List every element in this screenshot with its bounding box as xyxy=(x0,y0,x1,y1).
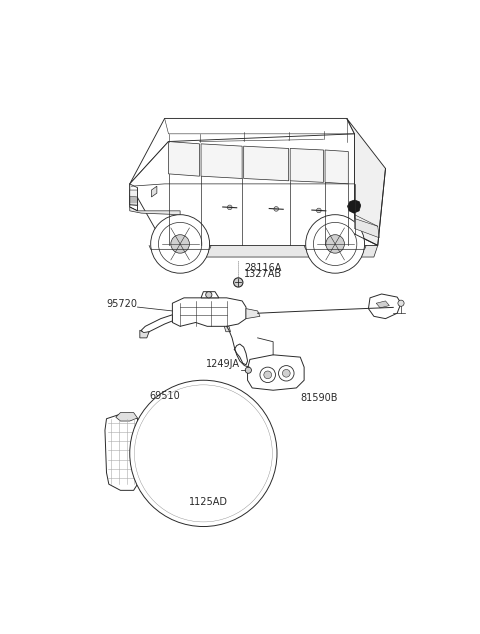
Polygon shape xyxy=(116,413,137,421)
Circle shape xyxy=(313,223,357,266)
Circle shape xyxy=(260,367,276,382)
Polygon shape xyxy=(224,327,230,332)
Circle shape xyxy=(316,208,321,213)
Polygon shape xyxy=(130,119,355,184)
Text: 1327AB: 1327AB xyxy=(244,269,283,280)
Circle shape xyxy=(306,215,365,273)
Polygon shape xyxy=(248,355,304,391)
Circle shape xyxy=(130,380,277,526)
Circle shape xyxy=(151,215,210,273)
Polygon shape xyxy=(369,294,401,319)
Text: 28116A: 28116A xyxy=(244,263,282,273)
Circle shape xyxy=(264,371,272,378)
Circle shape xyxy=(326,235,345,253)
Circle shape xyxy=(234,278,243,287)
Text: 1249JA: 1249JA xyxy=(206,359,240,369)
Polygon shape xyxy=(130,207,180,215)
Polygon shape xyxy=(168,141,200,176)
Polygon shape xyxy=(165,245,378,257)
Polygon shape xyxy=(355,219,379,238)
Circle shape xyxy=(228,205,232,210)
Circle shape xyxy=(274,207,278,211)
Polygon shape xyxy=(130,195,137,205)
Polygon shape xyxy=(142,314,172,334)
Circle shape xyxy=(184,488,192,496)
Circle shape xyxy=(245,367,252,373)
Polygon shape xyxy=(130,190,137,197)
Circle shape xyxy=(282,370,290,377)
Circle shape xyxy=(398,300,404,306)
Circle shape xyxy=(158,223,202,266)
Polygon shape xyxy=(130,184,137,211)
Polygon shape xyxy=(152,186,157,197)
Polygon shape xyxy=(246,309,260,319)
Polygon shape xyxy=(140,330,149,338)
Polygon shape xyxy=(244,146,288,181)
Polygon shape xyxy=(325,150,348,184)
Polygon shape xyxy=(348,200,360,213)
Circle shape xyxy=(171,235,190,253)
Polygon shape xyxy=(376,301,389,308)
Polygon shape xyxy=(130,134,378,245)
Text: 1125AD: 1125AD xyxy=(190,497,228,507)
Circle shape xyxy=(278,366,294,381)
Text: 69510: 69510 xyxy=(149,391,180,401)
Polygon shape xyxy=(347,119,385,245)
Polygon shape xyxy=(290,148,324,183)
Polygon shape xyxy=(201,144,242,179)
Text: 81590B: 81590B xyxy=(300,393,338,403)
Circle shape xyxy=(206,292,212,298)
Text: 95720: 95720 xyxy=(107,299,137,309)
Polygon shape xyxy=(201,292,219,298)
Polygon shape xyxy=(172,298,246,327)
Polygon shape xyxy=(105,413,137,490)
